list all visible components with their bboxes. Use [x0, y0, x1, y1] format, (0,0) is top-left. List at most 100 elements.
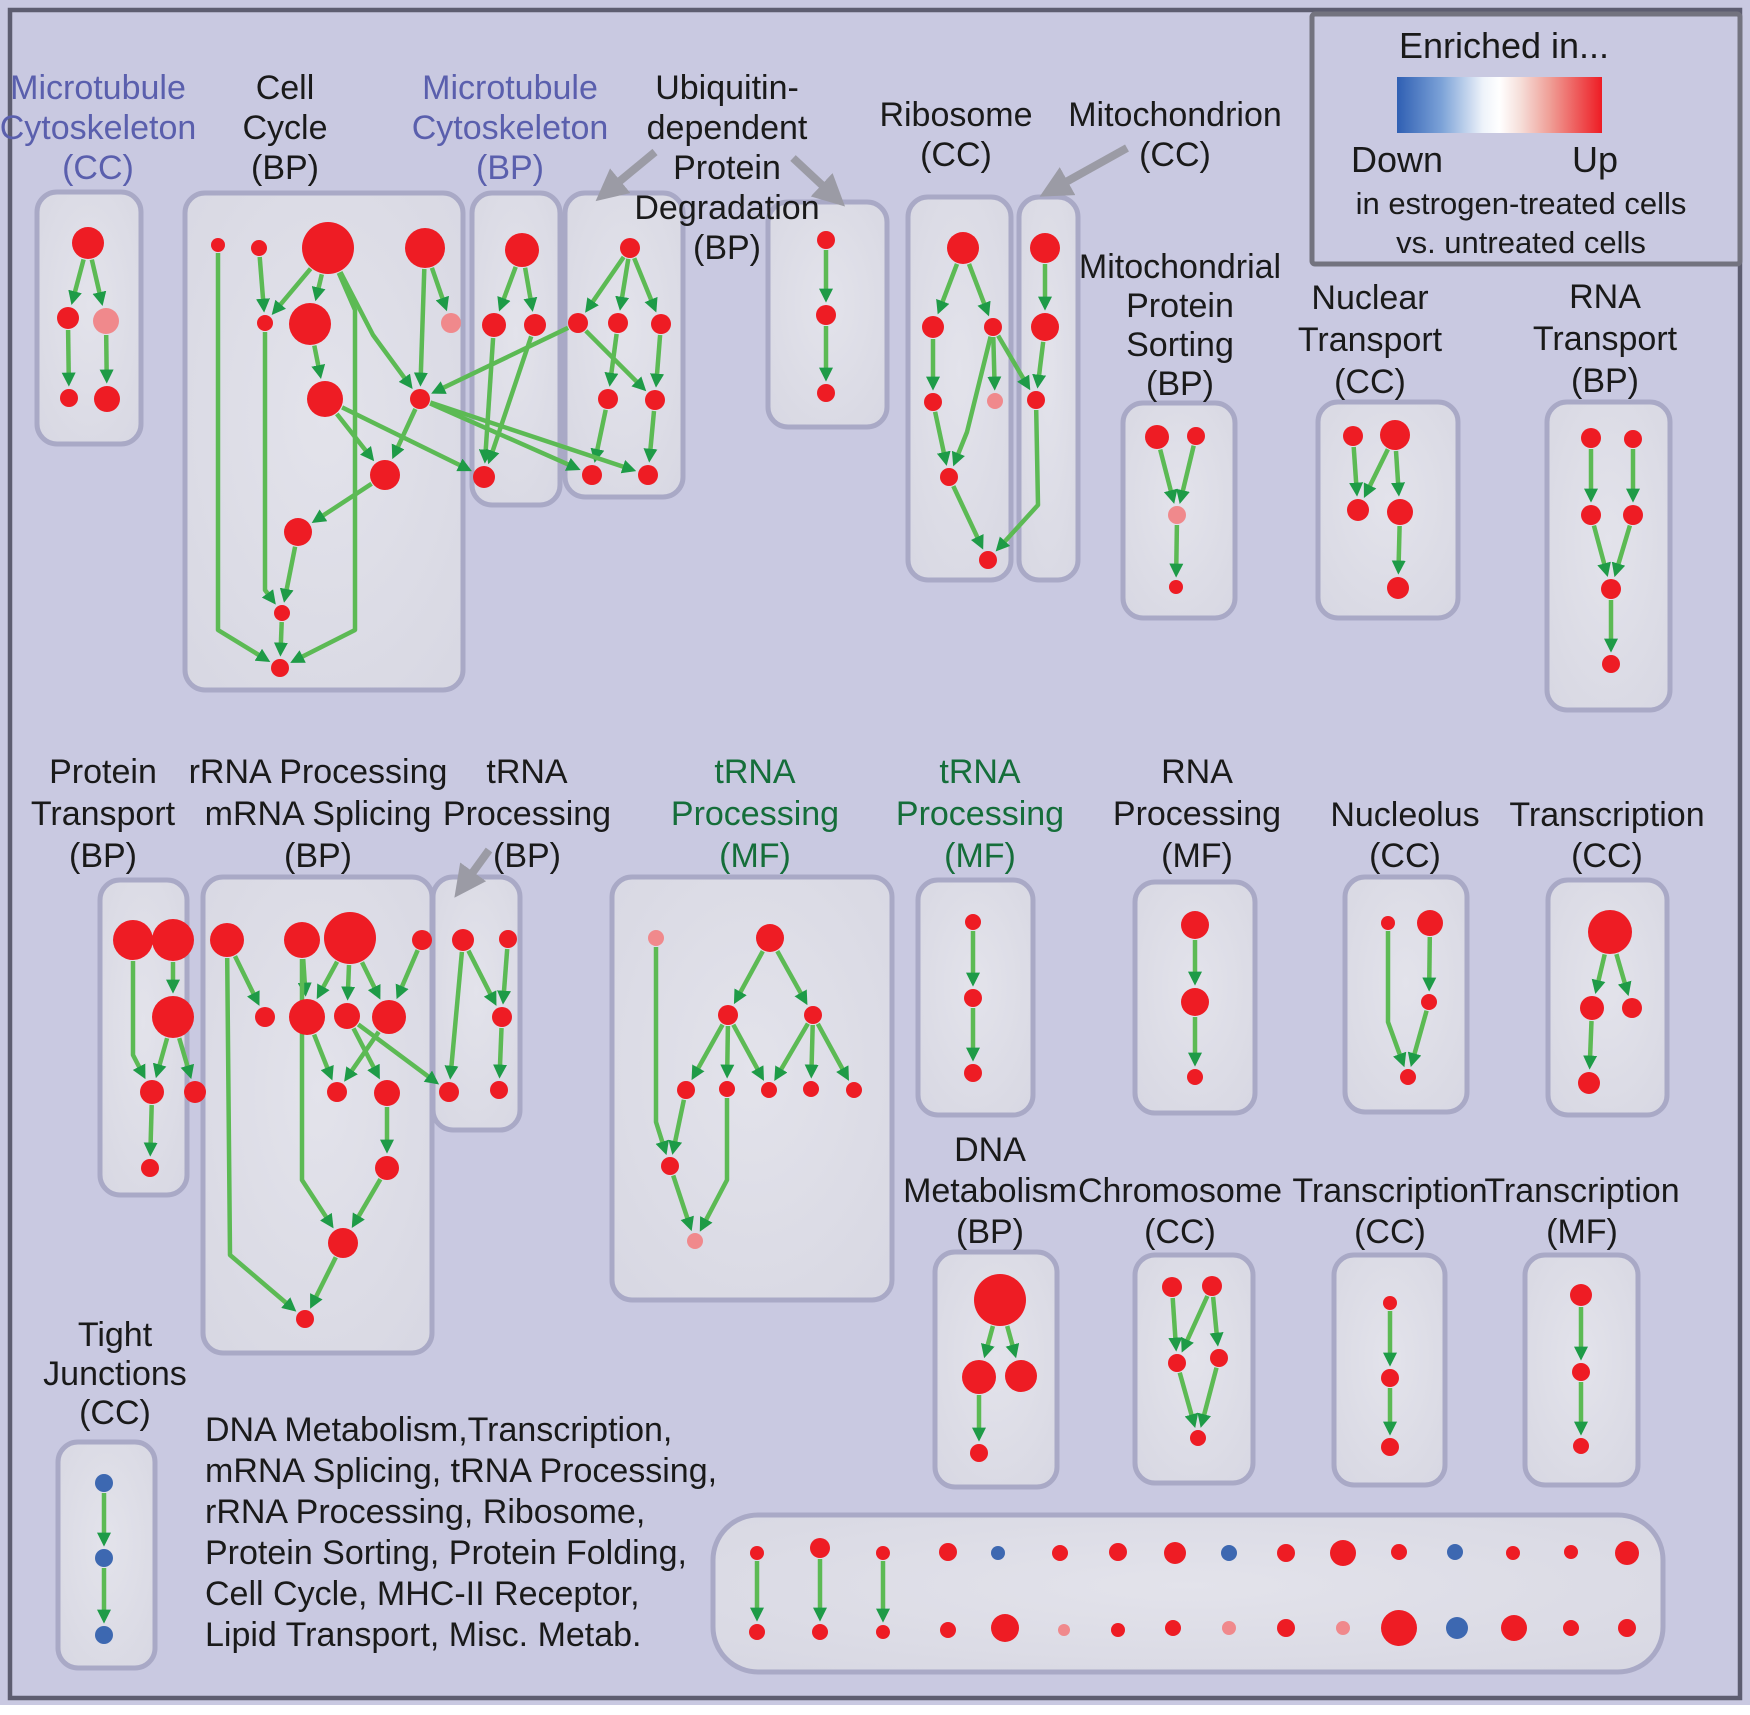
edge-mtcc [89, 259, 107, 306]
cluster-box-dnam [932, 1249, 1060, 1490]
go-term-node-rrna-1 [284, 922, 320, 958]
go-term-node-rrna-9 [374, 1080, 400, 1106]
go-term-node-misc-15 [1615, 1541, 1639, 1565]
go-term-node-rrna-8 [327, 1082, 347, 1102]
go-term-node-ncl-3 [1400, 1069, 1416, 1085]
cluster-label-ubl-line3: Protein [673, 149, 781, 187]
cross-edge [995, 409, 1041, 552]
cluster-box-ncl [1342, 874, 1470, 1115]
cluster-label-pt-line3: (BP) [69, 837, 137, 875]
edge-tmfl [691, 1023, 725, 1081]
edge-cc [215, 253, 271, 663]
edge-cc [256, 256, 271, 313]
go-term-node-ubl-1 [568, 313, 588, 333]
cluster-label-rnat-line1: RNA [1569, 278, 1641, 316]
edge-cc [279, 546, 298, 603]
go-term-node-misc-21 [1058, 1624, 1070, 1636]
edge-rib [951, 336, 993, 467]
go-term-node-msort-2 [1168, 506, 1186, 524]
go-term-node-tmfl-1 [756, 924, 784, 952]
cluster-label-nuc-line2: Transport [1298, 321, 1443, 359]
cluster-labels: MicrotubuleCytoskeleton(CC)CellCycle(BP)… [0, 69, 1705, 1432]
cluster-label-dnam-line2: Metabolism [903, 1172, 1077, 1210]
cluster-label-dnam-line1: DNA [954, 1131, 1026, 1169]
go-term-node-cc-6 [441, 313, 461, 333]
go-term-node-misc-12 [1447, 1544, 1463, 1560]
cluster-label-chr-line2: (CC) [1144, 1213, 1216, 1251]
go-term-node-ubr-1 [816, 305, 836, 325]
edge-tmfl [653, 947, 669, 1156]
edge-chr [1181, 1295, 1210, 1353]
edge-pt [143, 1104, 158, 1157]
edge-mtcc [68, 258, 86, 306]
edge-rib [936, 263, 960, 315]
cluster-label-tbp-line3: (BP) [493, 837, 561, 875]
cross-edge [431, 325, 570, 394]
go-term-node-rpmf-1 [1181, 988, 1209, 1016]
go-term-node-tc2-0 [1588, 910, 1632, 954]
go-term-node-mtcc-1 [57, 307, 79, 329]
go-term-node-chr-1 [1202, 1276, 1222, 1296]
cluster-label-pt-line2: Transport [31, 795, 176, 833]
cluster-label-tmfs-line1: tRNA [939, 753, 1021, 791]
legend-down-label: Down [1351, 139, 1443, 180]
go-term-node-chr-2 [1168, 1354, 1186, 1372]
go-term-node-ubl-6 [582, 465, 602, 485]
legend-subtitle-line1: in estrogen-treated cells [1356, 186, 1687, 221]
go-term-node-ubl-2 [608, 313, 628, 333]
edge-rrna [232, 955, 260, 1006]
cluster-label-ubl-line4: Degradation [634, 189, 819, 227]
cluster-label-rnat-line2: Transport [1533, 320, 1678, 358]
go-term-node-cc-2 [302, 222, 354, 274]
go-term-node-ubr-0 [817, 231, 835, 249]
cluster-label-tc3-line1: Transcription [1292, 1172, 1487, 1210]
go-term-node-misc-18 [876, 1625, 890, 1639]
go-term-node-nuc-1 [1380, 420, 1410, 450]
go-term-node-pt-5 [141, 1159, 159, 1177]
cluster-label-mtcc-line2: Cytoskeleton [0, 109, 196, 147]
cluster-label-rrna-line1: rRNA Processing [189, 753, 448, 791]
go-term-node-misc-17 [812, 1624, 828, 1640]
go-term-node-tbp-4 [490, 1081, 508, 1099]
edge-mtcc [99, 334, 114, 384]
go-term-node-rpmf-0 [1181, 911, 1209, 939]
go-term-node-tmfl-0 [648, 930, 664, 946]
go-term-node-rrna-4 [255, 1007, 275, 1027]
legend-subtitle-line2: vs. untreated cells [1396, 225, 1646, 260]
edge-ncl [1407, 1010, 1429, 1067]
edge-cc [391, 408, 418, 460]
go-term-node-dnam-2 [1005, 1360, 1037, 1392]
legend-title: Enriched in... [1399, 25, 1609, 66]
go-term-node-cc-12 [271, 659, 289, 677]
cluster-label-mito-line2: (CC) [1139, 136, 1211, 174]
edge-dnam [1005, 1325, 1020, 1359]
edge-msort [1158, 449, 1178, 504]
go-term-node-rrna-11 [328, 1228, 358, 1258]
edge-tc2 [1614, 953, 1632, 997]
cluster-label-mtbp-line2: Cytoskeleton [412, 109, 609, 147]
go-term-node-misc-20 [991, 1614, 1019, 1642]
edge-tbp [466, 949, 497, 1006]
go-term-node-misc-5 [1052, 1545, 1068, 1561]
go-term-node-pt-2 [152, 996, 194, 1038]
bottom-margin [0, 1705, 1750, 1715]
edge-ubl [615, 258, 631, 311]
go-term-node-mtcc-2 [93, 308, 119, 334]
go-term-node-rib-3 [924, 393, 942, 411]
edge-cc [290, 271, 358, 663]
go-term-node-rib-1 [922, 316, 944, 338]
go-term-node-nuc-0 [1343, 426, 1363, 446]
go-term-node-misc-3 [939, 1543, 957, 1561]
edge-rrna [341, 964, 356, 1001]
edges [61, 250, 1640, 1624]
go-term-node-tmfl-9 [661, 1157, 679, 1175]
cluster-box-chr [1132, 1252, 1256, 1486]
go-term-node-tc2-2 [1622, 998, 1642, 1018]
edge-mtbp [497, 266, 518, 312]
edge-rnat [1611, 524, 1633, 578]
go-term-node-misc-22 [1111, 1623, 1125, 1637]
edge-rib [966, 263, 991, 317]
cross-edge [356, 1022, 440, 1085]
edge-tbp [493, 1027, 508, 1079]
annotation-line-3: rRNA Processing, Ribosome, [205, 1493, 645, 1531]
